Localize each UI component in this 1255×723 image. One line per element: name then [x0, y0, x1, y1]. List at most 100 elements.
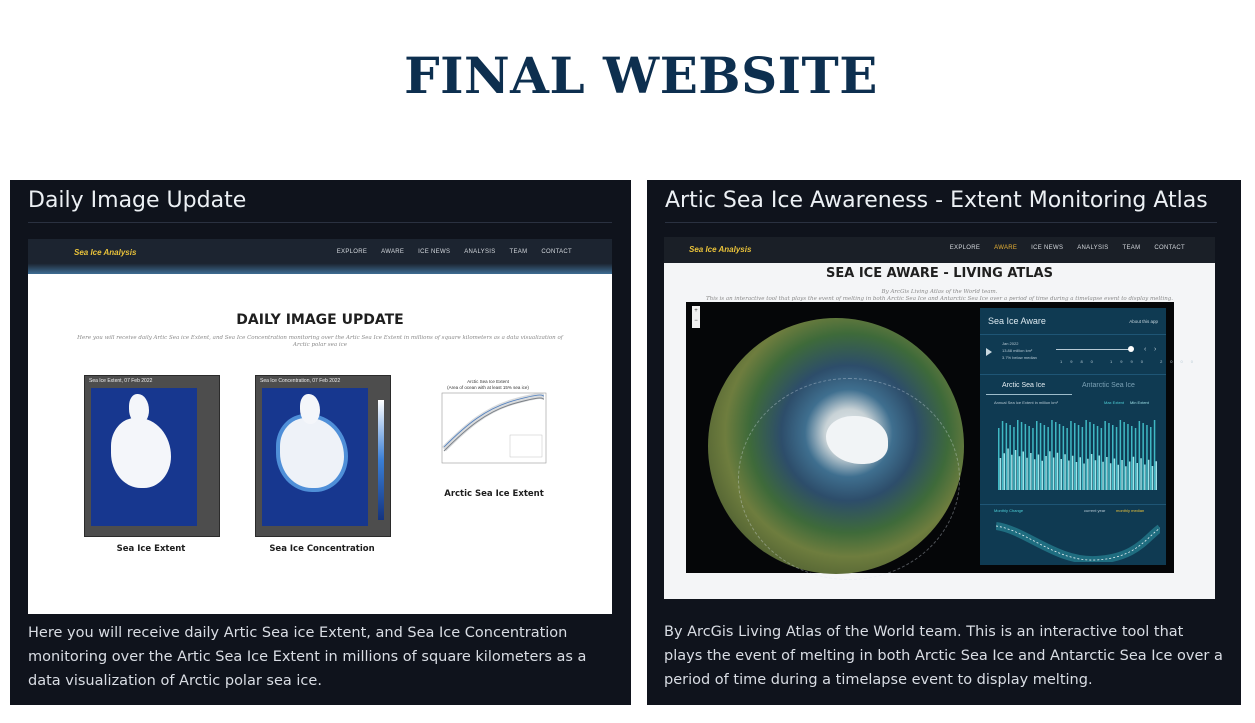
bar-max [1032, 428, 1034, 490]
timeline-date: Jan 2022 [1002, 341, 1019, 346]
bar-min [1056, 452, 1059, 490]
bar-max [1062, 426, 1065, 490]
bar-min [1144, 464, 1146, 490]
bar-max [1074, 423, 1076, 490]
bar-min [1113, 458, 1116, 490]
bar-max [1123, 422, 1125, 490]
nav-aware: AWARE [381, 249, 405, 255]
screenshot-navbar: Sea Ice Analysis EXPLORE AWARE ICE NEWS … [28, 239, 612, 274]
screenshot-heading: SEA ICE AWARE - LIVING ATLAS [826, 266, 1053, 281]
bar-max [1077, 425, 1080, 490]
nav-ice-news: ICE NEWS [1031, 245, 1064, 251]
daily-image-update-card: Daily Image Update Sea Ice Analysis EXPL… [10, 180, 631, 705]
bar-min [1026, 457, 1028, 490]
bar-max [1047, 427, 1049, 490]
chevron-left-icon: ‹ [1144, 346, 1147, 353]
bar-min [1121, 460, 1123, 490]
bar-max [1153, 420, 1156, 490]
bar-max [1093, 424, 1095, 490]
color-scale [378, 400, 384, 520]
bar-max [1085, 420, 1087, 490]
play-icon [986, 348, 992, 356]
bar-min [1049, 451, 1051, 490]
chart-label: Annual Sea Ice Extent in million km² [994, 400, 1059, 405]
card-description: By ArcGis Living Atlas of the World team… [664, 624, 1223, 688]
living-atlas-map: + − Sea Ice Aware About this app Jan 2022… [686, 302, 1193, 580]
bar-min [1033, 459, 1036, 490]
card-heading: Artic Sea Ice Awareness - Extent Monitor… [665, 188, 1208, 213]
card-description: Here you will receive daily Artic Sea ic… [28, 625, 587, 689]
bar-min [1151, 466, 1154, 490]
ocean [262, 388, 368, 526]
nav-ice-news: ICE NEWS [418, 249, 451, 255]
divider [980, 334, 1166, 335]
divider [980, 374, 1166, 375]
tab-antarctic: Antarctic Sea Ice [1082, 382, 1135, 389]
website-screenshot: Sea Ice Analysis EXPLORE AWARE ICE NEWS … [28, 239, 612, 614]
bar-max [1066, 428, 1068, 490]
nav-analysis: ANALYSIS [464, 249, 496, 255]
bar-max [1043, 425, 1046, 490]
bar-max [1070, 421, 1072, 490]
panel-title: Sea Ice Aware [988, 316, 1046, 326]
bar-min [1045, 456, 1047, 490]
bar-max [1081, 427, 1084, 490]
bar-max [1028, 426, 1030, 490]
bar-min [1125, 466, 1127, 490]
bar-max [1138, 421, 1141, 490]
website-screenshot: Sea Ice Analysis EXPLORE AWARE ICE NEWS … [664, 237, 1215, 599]
bar-max [1001, 421, 1004, 490]
bar-max [1039, 423, 1042, 490]
legend-min: Min Extent [1130, 400, 1149, 405]
bar-min [1071, 455, 1074, 490]
card-heading: Daily Image Update [28, 188, 247, 213]
bar-min [1109, 463, 1112, 490]
monthly-legend-median: monthly median [1116, 508, 1145, 513]
legend-max: Max Extent [1104, 400, 1125, 405]
bar-max [1096, 426, 1099, 490]
bar-max [998, 428, 1000, 490]
bar-max [1024, 424, 1027, 490]
ice-shape [111, 418, 171, 488]
bar-min [1094, 460, 1097, 490]
bar-min [1052, 457, 1055, 490]
bar-min [1075, 462, 1078, 490]
monthly-change-chart [996, 522, 1160, 562]
bar-min [1068, 460, 1070, 490]
bar-min [1011, 454, 1013, 490]
nav-aware: AWARE [994, 245, 1018, 251]
chart-caption: Arctic Sea Ice Extent [444, 489, 544, 499]
bar-max [1005, 423, 1008, 490]
ice-shape [280, 418, 344, 488]
annual-extent-bars [998, 420, 1157, 490]
map-label: Sea Ice Concentration, 07 Feb 2022 [260, 378, 341, 384]
brand-logo: Sea Ice Analysis [74, 248, 137, 257]
divider [28, 222, 612, 223]
arctic-ice [826, 416, 888, 464]
nav-links: EXPLORE AWARE ICE NEWS ANALYSIS TEAM CON… [938, 245, 1185, 251]
sea-ice-aware-panel: Sea Ice Aware About this app Jan 2022 13… [980, 308, 1193, 565]
bar-max [1108, 423, 1110, 490]
screenshot-heading: DAILY IMAGE UPDATE [236, 312, 404, 328]
bar-max [1131, 426, 1133, 490]
chart-plot [441, 392, 547, 464]
globe [708, 318, 964, 580]
bar-min [1030, 453, 1032, 490]
chart-title: Arctic Sea Ice Extent (Area of ocean with… [447, 379, 529, 390]
bar-min [1140, 458, 1142, 490]
bar-min [1003, 453, 1005, 490]
bar-min [1098, 455, 1100, 490]
bar-min [1102, 461, 1104, 490]
bar-max [1017, 420, 1019, 490]
extent-line-chart: Arctic Sea Ice Extent (Area of ocean with… [426, 379, 550, 469]
bar-max [1115, 427, 1118, 490]
tab-arctic: Arctic Sea Ice [1002, 382, 1046, 389]
bar-min [1147, 459, 1150, 490]
bar-max [1104, 421, 1106, 490]
nav-explore: EXPLORE [949, 245, 981, 251]
bar-max [1112, 425, 1114, 490]
bar-max [1150, 427, 1152, 490]
bar-max [1036, 421, 1038, 490]
screenshot-navbar: Sea Ice Analysis EXPLORE AWARE ICE NEWS … [664, 237, 1215, 263]
nav-links: EXPLORE AWARE ICE NEWS ANALYSIS TEAM CON… [325, 249, 572, 255]
